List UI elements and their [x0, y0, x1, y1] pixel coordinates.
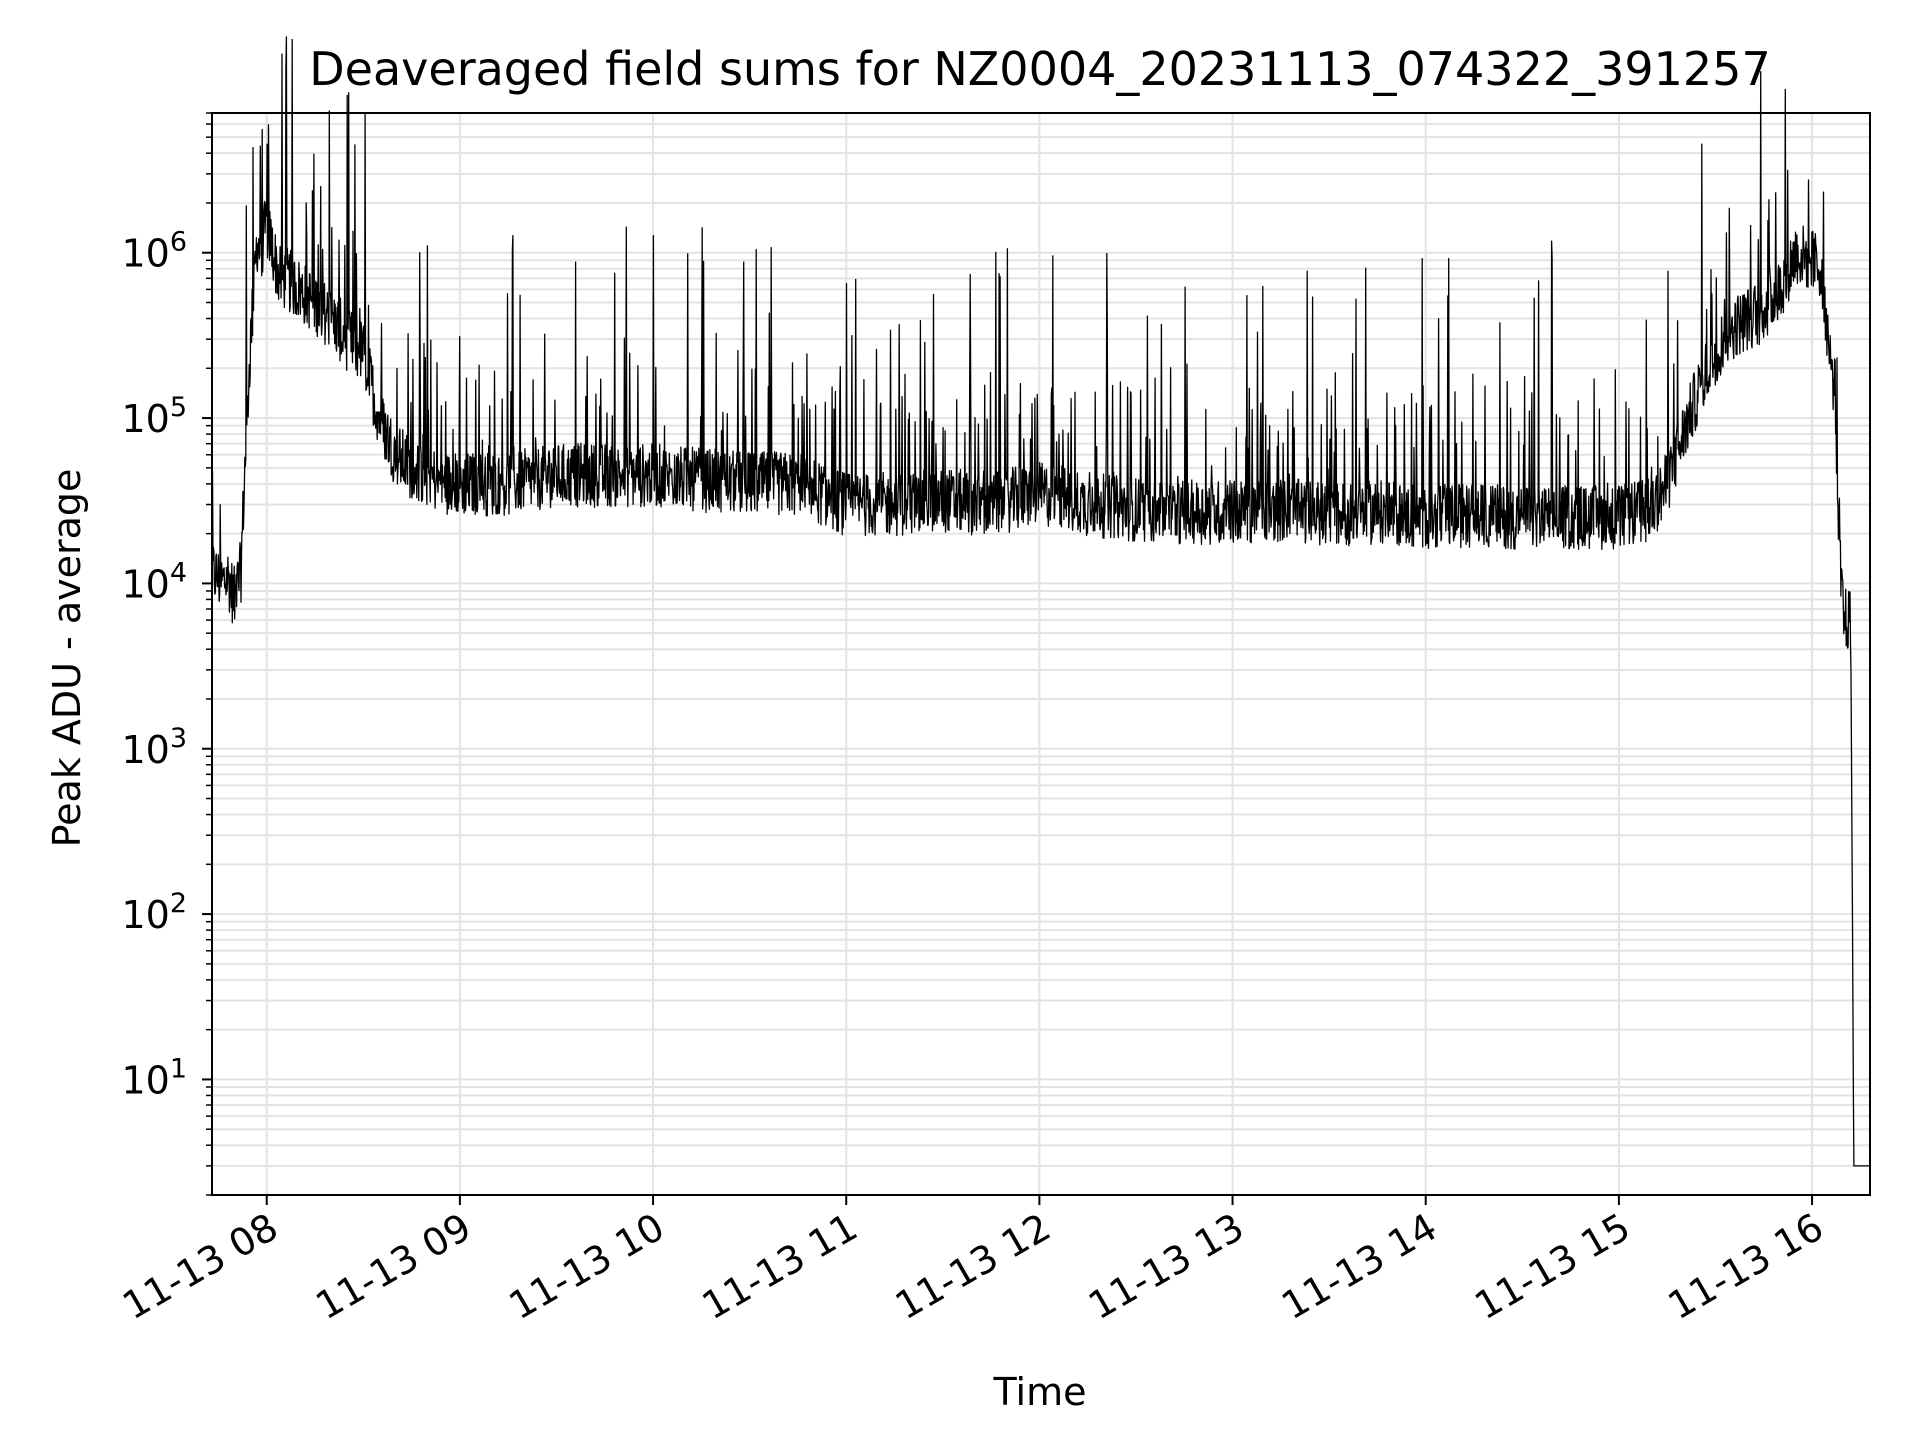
y-tick-label: 105 — [121, 392, 187, 441]
data-series-line — [211, 36, 1871, 1167]
series-layer — [211, 36, 1871, 1167]
y-tick-label: 103 — [121, 723, 187, 772]
y-tick-label: 101 — [121, 1053, 187, 1102]
y-tick-label: 102 — [121, 888, 187, 937]
plot-frame — [211, 112, 1871, 1196]
y-tick-label: 106 — [121, 227, 187, 276]
y-tick-label: 104 — [121, 557, 187, 606]
x-axis-label: Time — [993, 1370, 1087, 1414]
y-axis-label: Peak ADU - average — [45, 469, 89, 848]
chart-title: Deaveraged field sums for NZ0004_2023111… — [309, 42, 1770, 96]
